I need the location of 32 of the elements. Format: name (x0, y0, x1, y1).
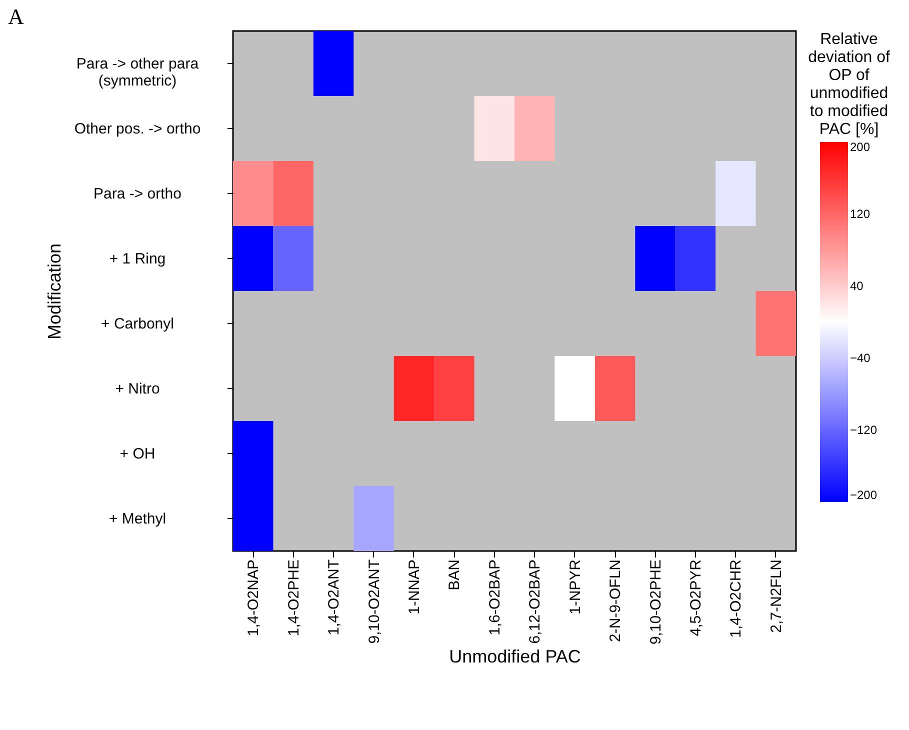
x-tick-label: 1,6-O2BAP (486, 560, 504, 636)
x-tick-label: 9,10-O2PHE (647, 560, 664, 645)
text: A (8, 4, 24, 29)
color-bar-label: −40 (850, 351, 871, 365)
x-tick-label: BAN (446, 560, 464, 590)
x-tick-label: 1-NNAP (406, 560, 423, 615)
y-tick-label: + OH (120, 446, 156, 462)
x-tick-label: 1,4-O2PHE (285, 560, 302, 636)
x-tick-label: 1-NPYR (566, 559, 584, 615)
y-tick-label: Para -> other para (symmetric) (76, 56, 200, 90)
x-tick-label: 1,4-O2ANT (326, 560, 343, 636)
color-bar-label: −120 (850, 423, 878, 437)
y-tick-label: Other pos. -> ortho (74, 120, 201, 138)
y-tick-label: + Methyl (108, 510, 166, 528)
y-tick-label: Para -> ortho (94, 186, 182, 202)
color-bar-label: −200 (850, 488, 878, 502)
color-bar-label: 200 (850, 140, 870, 154)
x-tick-label: 9,10-O2ANT (366, 560, 383, 644)
y-tick-label: + Carbonyl (101, 316, 174, 332)
color-bar-label: 120 (850, 207, 870, 221)
x-tick-label: 6,12-O2BAP (526, 560, 544, 644)
x-tick-label: 2,7-N2FLN (768, 560, 785, 633)
color-bar-label: 40 (850, 279, 864, 293)
y-tick-label: + 1 Ring (109, 250, 166, 268)
color-bar-title: Relative deviation of OP of unmodified to modified PAC [%] (808, 31, 890, 138)
x-tick-label: 1,4-O2NAP (245, 560, 262, 636)
y-axis-title: Modification (44, 243, 64, 340)
y-tick-label: + Nitro (115, 380, 160, 398)
x-tick-label: 4,5-O2PYR (687, 559, 704, 636)
x-tick-label: 1,4-O2CHR (728, 559, 745, 638)
x-axis-title: Unmodified PAC (449, 646, 581, 667)
x-tick-label: 2-N-9-OFLN (607, 560, 624, 642)
